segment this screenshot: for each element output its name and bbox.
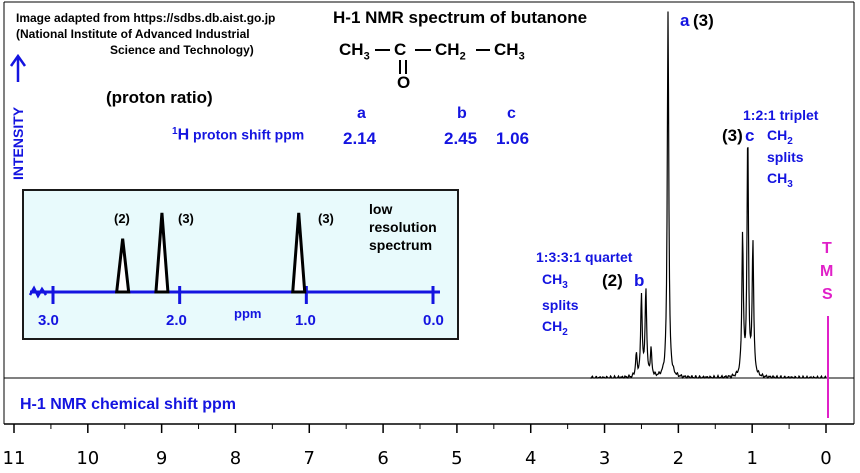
peak-a-ratio: (3) [693, 11, 714, 30]
inset-note-2: resolution [369, 219, 437, 235]
proton-ratio-label: (proton ratio) [106, 88, 213, 107]
x-tick-label: 2 [673, 448, 684, 469]
inset-axis-unit: ppm [234, 306, 262, 321]
peak-b-ratio: (2) [602, 271, 623, 290]
peak-c-ratio: (3) [722, 126, 743, 145]
x-tick-label: 10 [76, 448, 99, 469]
inset-note-1: low [369, 201, 393, 217]
x-tick-label: 4 [525, 448, 536, 469]
inset-peak [154, 212, 170, 294]
shift-value-c: 1.06 [496, 129, 530, 148]
intensity-label: INTENSITY [10, 106, 26, 180]
inset-peak [114, 238, 131, 294]
tms-letter-m: M [820, 263, 834, 280]
quartet-line-3: CH2 [542, 318, 568, 338]
tms-letter-s: S [822, 286, 833, 303]
peak-b-letter: b [634, 271, 645, 290]
tms-letter-t: T [822, 240, 832, 257]
x-tick-label: 6 [377, 448, 388, 469]
peak-c-letter: c [745, 126, 755, 145]
x-tick-label: 3 [599, 448, 610, 469]
inset-plot [28, 212, 440, 304]
credit-line-1: Image adapted from https://sdbs.db.aist.… [16, 11, 276, 25]
inset-note-3: spectrum [369, 237, 433, 253]
shift-letter-b: b [457, 105, 467, 122]
inset-tick-label-0: 0.0 [423, 312, 444, 329]
triplet-line-2: splits [767, 149, 804, 165]
peak-a-letter: a [680, 11, 690, 30]
x-axis-title: H-1 NMR chemical shift ppm [20, 396, 237, 413]
shift-label: 1H proton shift ppm [172, 126, 305, 144]
x-tick-label: 0 [820, 448, 831, 469]
structure-oxygen: O [397, 73, 411, 92]
chart-title: H-1 NMR spectrum of butanone [333, 8, 588, 27]
structure-ch3-right: CH3 [494, 40, 525, 63]
quartet-line-1: CH3 [542, 271, 568, 291]
x-tick-label: 7 [304, 448, 315, 469]
structure-ch3-left: CH3 [339, 40, 370, 63]
inset-ratio-1: (2) [114, 211, 130, 226]
low-resolution-inset: (2) (3) (3) low resolution spectrum 3.0 … [22, 189, 459, 340]
triplet-line-3: CH3 [767, 170, 793, 190]
shift-value-a: 2.14 [343, 129, 377, 148]
x-tick-label: 11 [3, 448, 26, 469]
inset-tick-label-3: 3.0 [38, 312, 59, 329]
inset-ratio-2: (3) [178, 211, 194, 226]
credit-line-2: (National Institute of Advanced Industri… [16, 27, 250, 41]
intensity-arrowhead [9, 53, 27, 67]
quartet-title: 1:3:3:1 quartet [536, 249, 633, 265]
triplet-title: 1:2:1 triplet [743, 107, 819, 123]
x-tick-label: 1 [746, 448, 757, 469]
inset-peak [291, 212, 307, 294]
x-tick-label: 5 [451, 448, 462, 469]
x-tick-label: 9 [156, 448, 167, 469]
triplet-line-1: CH2 [767, 127, 793, 147]
structure-ch2: CH2 [435, 40, 466, 63]
shift-letter-c: c [507, 105, 516, 122]
x-tick-label: 8 [230, 448, 241, 469]
inset-tick-label-2: 2.0 [166, 312, 187, 329]
inset-ratio-3: (3) [318, 211, 334, 226]
quartet-line-2: splits [542, 297, 579, 313]
credit-line-3: Science and Technology) [110, 43, 254, 57]
inset-tick-label-1: 1.0 [295, 312, 316, 329]
spectrum-trace [590, 11, 827, 380]
shift-value-b: 2.45 [444, 129, 478, 148]
shift-letter-a: a [357, 105, 366, 122]
structure-carbon: C [394, 40, 407, 59]
